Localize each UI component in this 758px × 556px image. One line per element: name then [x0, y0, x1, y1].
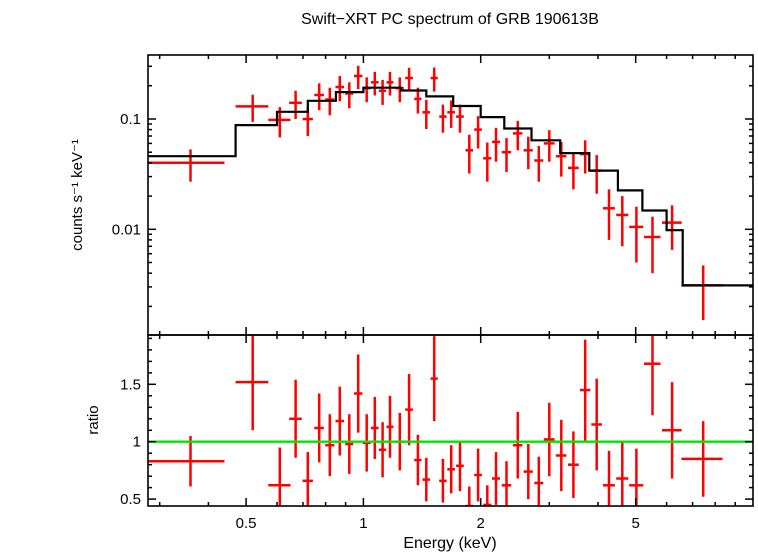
y-tick-label: 1: [133, 434, 141, 451]
tick-labels: 0.5 1 1.5 0.5 1 2 5: [120, 376, 640, 532]
axis-ticks: [148, 55, 753, 335]
data-model-ratio-points: [148, 335, 723, 506]
counts-y-axis-label: counts s⁻¹ keV⁻¹: [69, 139, 86, 251]
x-tick-label: 5: [632, 515, 640, 532]
x-tick-label: 0.5: [236, 515, 257, 532]
spectrum-panel: 0.01 0.1: [112, 54, 754, 336]
ratio-y-axis-label: ratio: [85, 405, 102, 434]
y-tick-label: 1.5: [120, 376, 141, 393]
axis-ticks: [148, 335, 753, 506]
x-tick-label: 2: [477, 515, 485, 532]
panel-frame: [147, 334, 754, 507]
observed-data-points: [148, 65, 723, 321]
figure-title: Swift−XRT PC spectrum of GRB 190613B: [301, 11, 599, 28]
energy-x-axis-label: Energy (keV): [403, 535, 496, 552]
model-step-line: [148, 86, 753, 287]
y-tick-label: 0.5: [120, 491, 141, 508]
x-tick-label: 1: [359, 515, 367, 532]
y-tick-label: 0.1: [120, 111, 141, 128]
tick-labels: 0.01 0.1: [112, 111, 141, 238]
y-tick-label: 0.01: [112, 221, 141, 238]
chart-layer: 0.01 0.1 0.5 1 1.5 0.5 1 2 5: [112, 54, 754, 532]
ratio-panel: 0.5 1 1.5 0.5 1 2 5: [120, 334, 754, 532]
